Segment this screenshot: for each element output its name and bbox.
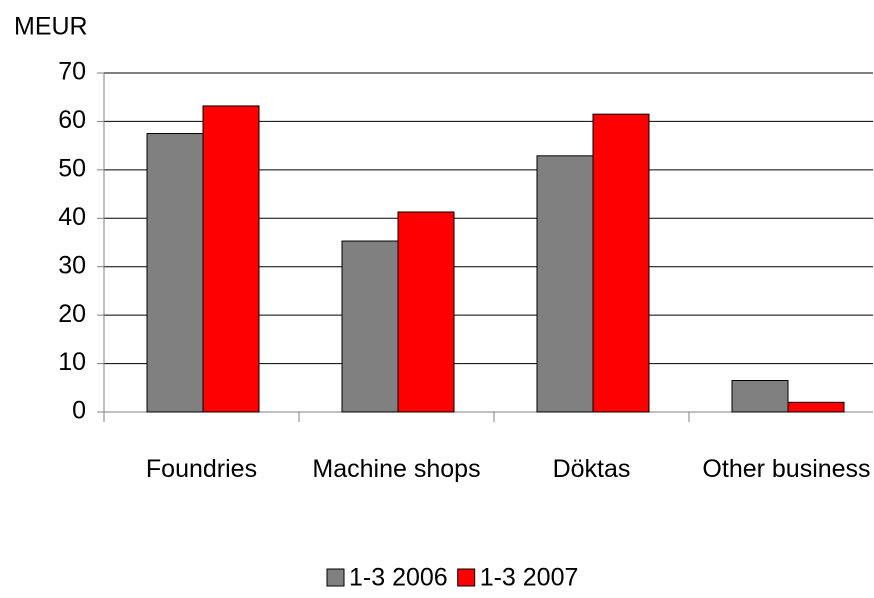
bar: [341, 240, 399, 413]
x-tick-label: Foundries: [145, 455, 258, 483]
x-tick-label: Döktas: [552, 455, 631, 483]
y-axis-label: MEUR: [14, 13, 88, 41]
x-tick-label: Other business: [702, 455, 871, 483]
bar: [202, 105, 260, 413]
y-tick-label: 0: [72, 397, 86, 425]
legend-label: 1-3 2007: [480, 564, 579, 592]
legend-swatch: [326, 568, 345, 587]
y-tick-label: 70: [58, 58, 86, 86]
bar: [146, 133, 204, 413]
y-tick-label: 10: [58, 348, 86, 376]
bar: [397, 211, 455, 413]
legend-swatch: [457, 568, 476, 587]
bar: [592, 113, 650, 413]
bar: [787, 401, 845, 413]
bar: [731, 380, 789, 413]
y-tick-label: 60: [58, 106, 86, 134]
bar: [536, 155, 594, 413]
y-tick-label: 30: [58, 251, 86, 279]
y-tick-label: 40: [58, 203, 86, 231]
y-tick-label: 50: [58, 154, 86, 182]
y-tick-label: 20: [58, 300, 86, 328]
x-tick-label: Machine shops: [312, 455, 481, 483]
legend-label: 1-3 2006: [349, 564, 448, 592]
